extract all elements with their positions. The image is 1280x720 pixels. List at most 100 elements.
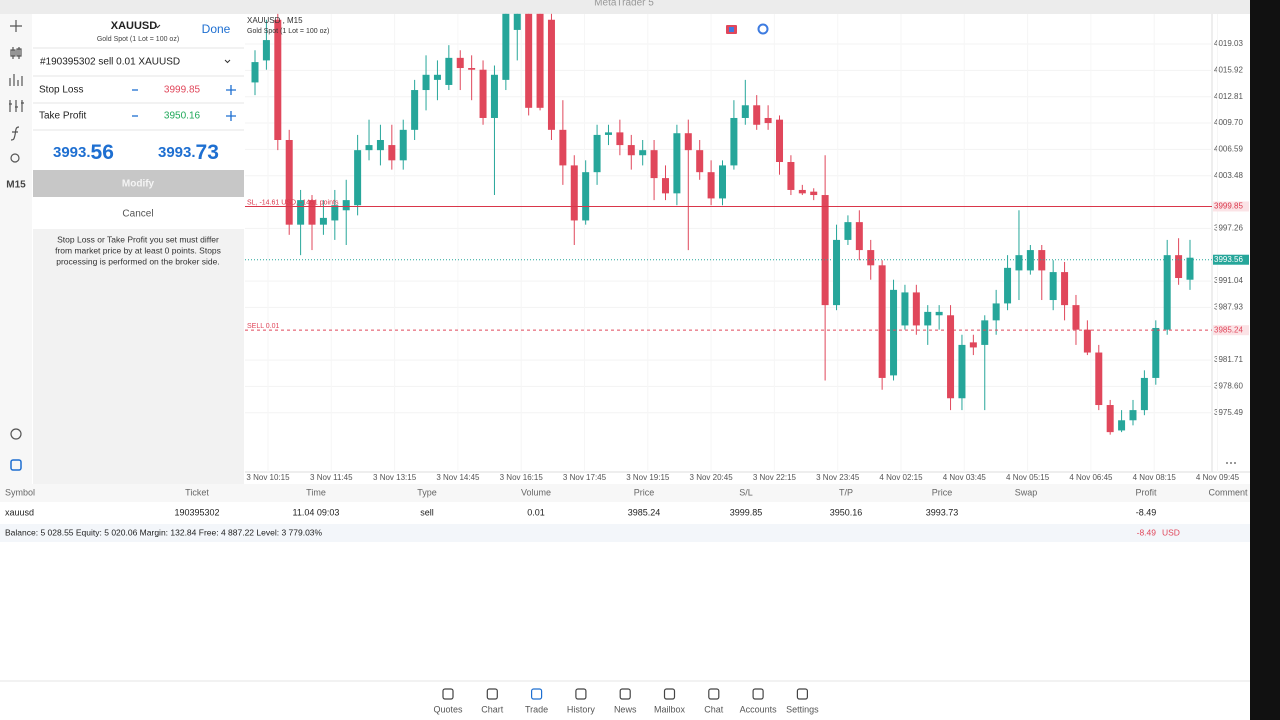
- tab-icon[interactable]: [530, 688, 543, 700]
- candle-body: [536, 13, 544, 108]
- x-tick-label: 3 Nov 11:45: [310, 473, 353, 482]
- function-icon[interactable]: [10, 126, 20, 141]
- x-tick-label: 3 Nov 20:45: [690, 473, 734, 482]
- note-line: Stop Loss or Take Profit you set must di…: [57, 234, 219, 244]
- cell[interactable]: sell: [420, 507, 434, 517]
- candle-body: [274, 19, 282, 140]
- candle-body: [1140, 377, 1148, 411]
- cell[interactable]: 3999.85: [730, 507, 763, 517]
- candle-body: [639, 150, 647, 156]
- tab-icon[interactable]: [708, 688, 720, 700]
- tab-icon[interactable]: [486, 688, 498, 700]
- candle-body: [650, 150, 658, 179]
- tab-label[interactable]: Settings: [786, 704, 819, 714]
- tab-icon[interactable]: [575, 688, 587, 700]
- candle-body: [912, 292, 920, 326]
- symbol-name[interactable]: XAUUSD: [111, 20, 158, 32]
- cancel-button[interactable]: Cancel: [122, 209, 153, 220]
- cell[interactable]: 0.01: [527, 507, 545, 517]
- note-line: from market price by at least 0 points. …: [55, 245, 221, 255]
- modify-button[interactable]: [33, 170, 244, 197]
- stop-loss-label: Stop Loss: [39, 85, 83, 96]
- sync-icon[interactable]: [757, 23, 769, 35]
- crosshair-icon[interactable]: [10, 20, 22, 32]
- candle-body: [582, 172, 590, 221]
- tab-label[interactable]: Mailbox: [654, 704, 686, 714]
- cell[interactable]: xauusd: [5, 507, 34, 517]
- tab-label[interactable]: Quotes: [433, 704, 463, 714]
- balance-line: Balance: 5 028.55 Equity: 5 020.06 Margi…: [5, 527, 323, 537]
- candle-body: [1026, 250, 1034, 271]
- candle-body: [570, 165, 578, 221]
- timeframe-button[interactable]: M15: [6, 180, 26, 191]
- screen-edge: [1250, 0, 1280, 720]
- tab-label[interactable]: Chat: [704, 704, 724, 714]
- x-tick-label: 4 Nov 03:45: [943, 473, 987, 482]
- cancel-area: [33, 197, 244, 229]
- done-button[interactable]: Done: [202, 22, 231, 36]
- candle-body: [924, 311, 932, 326]
- tab-icon[interactable]: [796, 688, 809, 700]
- cell[interactable]: 3993.73: [926, 507, 959, 517]
- candles-icon[interactable]: [10, 47, 22, 59]
- window-title: MetaTrader 5: [594, 0, 654, 9]
- candle-body: [1106, 405, 1114, 433]
- take-profit-plus[interactable]: [226, 111, 236, 121]
- tab-label[interactable]: History: [567, 704, 596, 714]
- left-toolbar: [0, 14, 32, 484]
- order-selector[interactable]: #190395302 sell 0.01 XAUUSD: [40, 57, 180, 68]
- column-header: Time: [306, 487, 326, 497]
- zoom-icon[interactable]: [10, 428, 22, 440]
- candle-body: [319, 217, 327, 225]
- chart-title: XAUUSD , M15: [247, 16, 303, 25]
- tab-icon[interactable]: [752, 688, 764, 700]
- tab-label[interactable]: Trade: [525, 704, 548, 714]
- symbol-chevron: [154, 24, 161, 29]
- indicators-icon[interactable]: [9, 100, 24, 112]
- tab-label[interactable]: Chart: [481, 704, 504, 714]
- candle-body: [468, 68, 476, 70]
- candle-body: [753, 105, 761, 125]
- candle-body: [433, 74, 441, 80]
- cell[interactable]: 3985.24: [628, 507, 661, 517]
- candle-body: [867, 250, 875, 266]
- candle-body: [513, 13, 521, 30]
- objects-icon[interactable]: [10, 153, 20, 163]
- candle-body: [490, 74, 498, 118]
- take-profit-value[interactable]: 3950.16: [164, 111, 201, 122]
- candle-body: [764, 117, 772, 124]
- cell[interactable]: -8.49: [1136, 507, 1157, 517]
- tab-label[interactable]: News: [614, 704, 637, 714]
- modify-label[interactable]: Modify: [122, 179, 155, 190]
- candle-body: [1129, 410, 1137, 421]
- candle-body: [776, 119, 784, 163]
- bid-main: 3993.: [53, 144, 91, 161]
- x-tick-label: 3 Nov 16:15: [500, 473, 544, 482]
- stop-loss-plus[interactable]: [226, 85, 236, 95]
- bars-icon[interactable]: [9, 74, 23, 86]
- candle-body: [445, 57, 453, 85]
- candle-body: [1004, 267, 1012, 304]
- tab-icon[interactable]: [619, 688, 631, 700]
- cell[interactable]: 190395302: [174, 507, 219, 517]
- candle-body: [1186, 257, 1194, 280]
- toolbar-icons: [9, 20, 24, 440]
- x-tick-label: 3 Nov 14:45: [436, 473, 480, 482]
- candle-body: [673, 133, 681, 194]
- cell[interactable]: 3950.16: [830, 507, 863, 517]
- tab-label[interactable]: Accounts: [740, 704, 778, 714]
- trade-icon[interactable]: [10, 459, 22, 471]
- cell[interactable]: 11.04 09:03: [293, 507, 340, 517]
- tab-icon[interactable]: [442, 688, 454, 700]
- candle-body: [992, 303, 1000, 321]
- bid-price: 3993.56: [53, 141, 114, 164]
- column-header: Ticket: [185, 487, 209, 497]
- column-header: Swap: [1015, 487, 1038, 497]
- candle-body: [365, 145, 373, 151]
- tab-icon[interactable]: [663, 688, 676, 700]
- candle-body: [844, 222, 852, 240]
- x-tick-label: 3 Nov 17:45: [563, 473, 607, 482]
- price-tag: [1213, 325, 1249, 336]
- column-header: Price: [634, 487, 655, 497]
- stop-loss-value[interactable]: 3999.85: [164, 85, 201, 96]
